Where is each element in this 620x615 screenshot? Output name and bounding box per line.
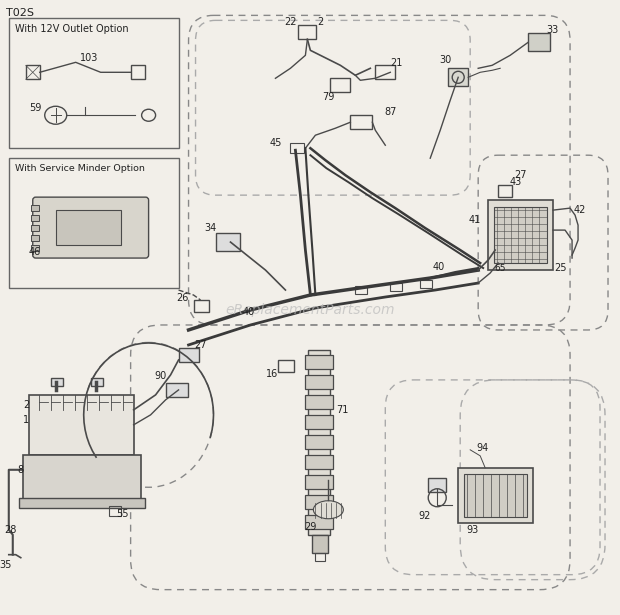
- Text: 27: 27: [194, 340, 207, 350]
- Bar: [306, 515, 334, 529]
- Bar: [308, 350, 330, 534]
- Text: 40: 40: [432, 262, 445, 272]
- Text: 79: 79: [322, 92, 335, 102]
- Bar: [306, 455, 334, 469]
- Bar: [391, 283, 402, 291]
- Text: 33: 33: [546, 25, 558, 35]
- Bar: [193, 300, 208, 312]
- Text: 93: 93: [466, 525, 478, 534]
- Text: 46: 46: [29, 247, 41, 257]
- Bar: [306, 375, 334, 389]
- Text: 94: 94: [476, 443, 489, 453]
- Bar: [298, 25, 316, 39]
- Bar: [355, 286, 367, 294]
- Bar: [312, 534, 329, 553]
- Text: 29: 29: [304, 522, 317, 532]
- Bar: [51, 378, 63, 386]
- Text: With Service Minder Option: With Service Minder Option: [15, 164, 144, 173]
- Text: 21: 21: [390, 58, 402, 68]
- Bar: [26, 65, 40, 79]
- Bar: [56, 210, 121, 245]
- Text: With 12V Outlet Option: With 12V Outlet Option: [15, 25, 128, 34]
- Text: 8: 8: [18, 465, 24, 475]
- Text: 92: 92: [418, 510, 430, 521]
- Bar: [91, 378, 103, 386]
- Bar: [306, 415, 334, 429]
- Text: 59: 59: [29, 103, 41, 113]
- Bar: [428, 478, 446, 492]
- Bar: [278, 360, 294, 372]
- Bar: [420, 280, 432, 288]
- Text: T02S: T02S: [6, 9, 33, 18]
- Bar: [306, 435, 334, 449]
- Bar: [306, 395, 334, 409]
- Text: 22: 22: [284, 17, 296, 27]
- Bar: [9, 158, 179, 288]
- Bar: [29, 395, 134, 455]
- Bar: [458, 468, 533, 523]
- Text: 2: 2: [317, 17, 324, 27]
- Text: 41: 41: [469, 215, 481, 225]
- Bar: [216, 233, 241, 251]
- Text: 55: 55: [117, 509, 129, 518]
- Bar: [179, 348, 198, 362]
- Bar: [166, 383, 187, 397]
- Bar: [9, 18, 179, 148]
- Bar: [31, 245, 38, 251]
- Text: 35: 35: [0, 560, 12, 569]
- Bar: [31, 225, 38, 231]
- Bar: [498, 185, 512, 197]
- Bar: [19, 498, 144, 508]
- Bar: [31, 215, 38, 221]
- Bar: [528, 33, 550, 51]
- Ellipse shape: [313, 501, 343, 518]
- Text: 71: 71: [336, 405, 348, 415]
- Text: 45: 45: [269, 138, 281, 148]
- Text: eReplacementParts.com: eReplacementParts.com: [226, 303, 395, 317]
- Bar: [306, 494, 334, 509]
- Bar: [488, 200, 553, 270]
- Bar: [350, 115, 373, 129]
- Text: 42: 42: [574, 205, 587, 215]
- Text: 34: 34: [205, 223, 216, 233]
- Text: 26: 26: [176, 293, 188, 303]
- Text: 90: 90: [154, 371, 167, 381]
- Text: 103: 103: [79, 54, 98, 63]
- FancyBboxPatch shape: [33, 197, 149, 258]
- Text: 40: 40: [242, 307, 255, 317]
- Bar: [31, 205, 38, 211]
- Text: 25: 25: [554, 263, 566, 273]
- Text: 28: 28: [4, 525, 16, 534]
- Bar: [448, 68, 468, 86]
- Text: 1: 1: [23, 415, 29, 425]
- Bar: [306, 475, 334, 489]
- Bar: [330, 78, 350, 92]
- Text: 27: 27: [514, 170, 526, 180]
- Text: 30: 30: [439, 55, 451, 65]
- Text: 16: 16: [267, 369, 278, 379]
- Bar: [494, 207, 547, 263]
- Bar: [108, 506, 121, 516]
- Bar: [306, 355, 334, 369]
- Bar: [290, 143, 304, 153]
- Bar: [131, 65, 144, 79]
- Bar: [375, 65, 396, 79]
- Text: 43: 43: [510, 177, 522, 187]
- Text: 65: 65: [494, 264, 506, 272]
- Bar: [464, 474, 527, 517]
- Text: 87: 87: [384, 107, 396, 117]
- Text: 2: 2: [23, 400, 29, 410]
- Bar: [31, 235, 38, 241]
- Bar: [23, 455, 141, 500]
- Bar: [316, 553, 326, 561]
